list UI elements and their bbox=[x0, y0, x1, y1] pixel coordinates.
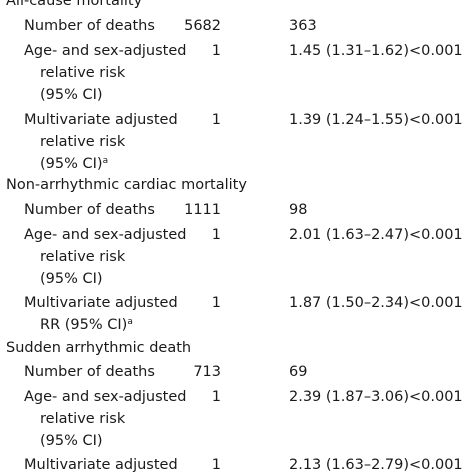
reference-value: 1 bbox=[211, 457, 221, 473]
row-label-wrap: (95% CI) bbox=[40, 87, 103, 103]
row-label: Number of deaths bbox=[24, 18, 155, 34]
row-label-wrap: (95% CI) bbox=[40, 271, 103, 287]
row-label: Number of deaths bbox=[24, 202, 155, 218]
p-value: <0.001 bbox=[409, 112, 463, 128]
row-label-wrap: RR (95% CI)a bbox=[40, 317, 133, 333]
row-label: Number of deaths bbox=[24, 364, 155, 380]
row-label: Multivariate adjusted bbox=[24, 295, 178, 311]
row-label: Age- and sex-adjusted bbox=[24, 389, 187, 405]
p-value: <0.001 bbox=[409, 43, 463, 59]
p-value: <0.001 bbox=[409, 389, 463, 405]
row-label: Multivariate adjusted bbox=[24, 457, 178, 473]
p-value: <0.001 bbox=[409, 295, 463, 311]
footnote-marker: a bbox=[102, 156, 109, 166]
reference-count: 5682 bbox=[184, 18, 221, 34]
reference-value: 1 bbox=[211, 227, 221, 243]
row-label-wrap: relative risk bbox=[40, 65, 126, 81]
p-value: <0.001 bbox=[409, 457, 463, 473]
value-cell: 1.45 (1.31–1.62) bbox=[289, 43, 410, 59]
reference-count: 1111 bbox=[184, 202, 221, 218]
row-label-wrap: relative risk bbox=[40, 249, 126, 265]
reference-value: 1 bbox=[211, 295, 221, 311]
row-label: Multivariate adjusted bbox=[24, 112, 178, 128]
section-heading-all-cause: All-cause mortality bbox=[6, 0, 143, 9]
value-cell: 2.13 (1.63–2.79) bbox=[289, 457, 410, 473]
reference-value: 1 bbox=[211, 389, 221, 405]
section-heading-non-arrhythmic: Non-arrhythmic cardiac mortality bbox=[6, 177, 247, 193]
value-cell: 2.01 (1.63–2.47) bbox=[289, 227, 410, 243]
row-label: Age- and sex-adjusted bbox=[24, 227, 187, 243]
value-cell: 69 bbox=[289, 364, 308, 380]
row-label-wrap: (95% CI) bbox=[40, 433, 103, 449]
reference-value: 1 bbox=[211, 43, 221, 59]
reference-value: 1 bbox=[211, 112, 221, 128]
footnote-marker: a bbox=[127, 317, 133, 327]
section-heading-sudden-arrhythmic: Sudden arrhythmic death bbox=[6, 340, 192, 356]
row-label-wrap: relative risk bbox=[40, 134, 126, 150]
value-cell: 363 bbox=[289, 18, 317, 34]
row-label-wrap: relative risk bbox=[40, 411, 126, 427]
row-label-wrap: (95% CI)a bbox=[40, 156, 109, 172]
row-label: Age- and sex-adjusted bbox=[24, 43, 187, 59]
reference-count: 713 bbox=[193, 364, 221, 380]
value-cell: 1.87 (1.50–2.34) bbox=[289, 295, 410, 311]
value-cell: 1.39 (1.24–1.55) bbox=[289, 112, 410, 128]
value-cell: 2.39 (1.87–3.06) bbox=[289, 389, 410, 405]
p-value: <0.001 bbox=[409, 227, 463, 243]
value-cell: 98 bbox=[289, 202, 308, 218]
